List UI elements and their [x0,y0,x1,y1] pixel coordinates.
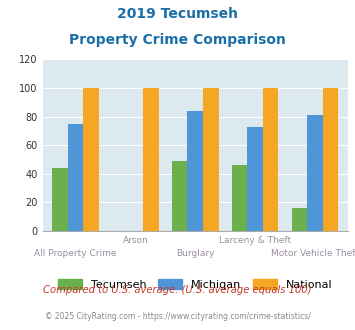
Bar [83,88,99,231]
Bar [68,124,83,231]
Bar [291,208,307,231]
Bar [323,88,338,231]
Text: Burglary: Burglary [176,249,214,258]
Text: Compared to U.S. average. (U.S. average equals 100): Compared to U.S. average. (U.S. average … [43,285,312,295]
Text: 2019 Tecumseh: 2019 Tecumseh [117,7,238,20]
Text: Motor Vehicle Theft: Motor Vehicle Theft [271,249,355,258]
Bar [172,161,187,231]
Bar [143,88,159,231]
Text: All Property Crime: All Property Crime [34,249,117,258]
Bar [263,88,278,231]
Bar [52,168,68,231]
Bar [203,88,219,231]
Text: © 2025 CityRating.com - https://www.cityrating.com/crime-statistics/: © 2025 CityRating.com - https://www.city… [45,312,310,321]
Bar [187,111,203,231]
Bar [232,165,247,231]
Text: Larceny & Theft: Larceny & Theft [219,236,291,245]
Text: Arson: Arson [122,236,148,245]
Bar [247,127,263,231]
Legend: Tecumseh, Michigan, National: Tecumseh, Michigan, National [54,274,337,294]
Text: Property Crime Comparison: Property Crime Comparison [69,33,286,47]
Bar [307,115,323,231]
